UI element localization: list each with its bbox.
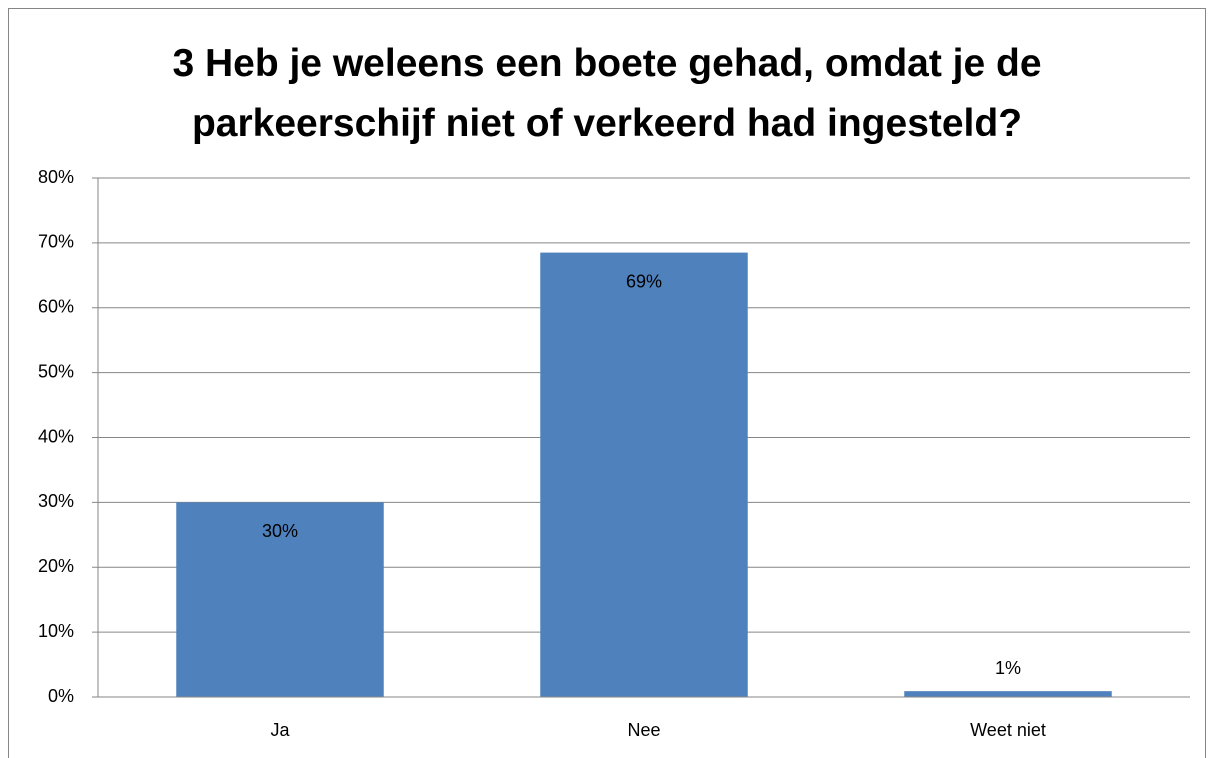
bar (176, 502, 384, 697)
chart-border (8, 8, 1206, 758)
data-label: 1% (995, 658, 1021, 678)
data-label: 30% (262, 521, 298, 541)
y-tick-label: 10% (38, 621, 74, 641)
y-tick-label: 50% (38, 361, 74, 381)
y-tick-label: 70% (38, 232, 74, 252)
chart-title: 3 Heb je weleens een boete gehad, omdat … (172, 42, 1042, 145)
x-tick-label: Ja (270, 720, 290, 740)
y-tick-label: 20% (38, 556, 74, 576)
data-label: 69% (626, 271, 662, 291)
bar (904, 691, 1112, 697)
y-tick-label: 30% (38, 491, 74, 511)
y-tick-label: 40% (38, 426, 74, 446)
y-tick-label: 80% (38, 167, 74, 187)
x-tick-label: Weet niet (970, 720, 1046, 740)
y-tick-label: 60% (38, 297, 74, 317)
bar (540, 252, 748, 697)
x-tick-label: Nee (627, 720, 660, 740)
y-tick-label: 0% (48, 686, 74, 706)
